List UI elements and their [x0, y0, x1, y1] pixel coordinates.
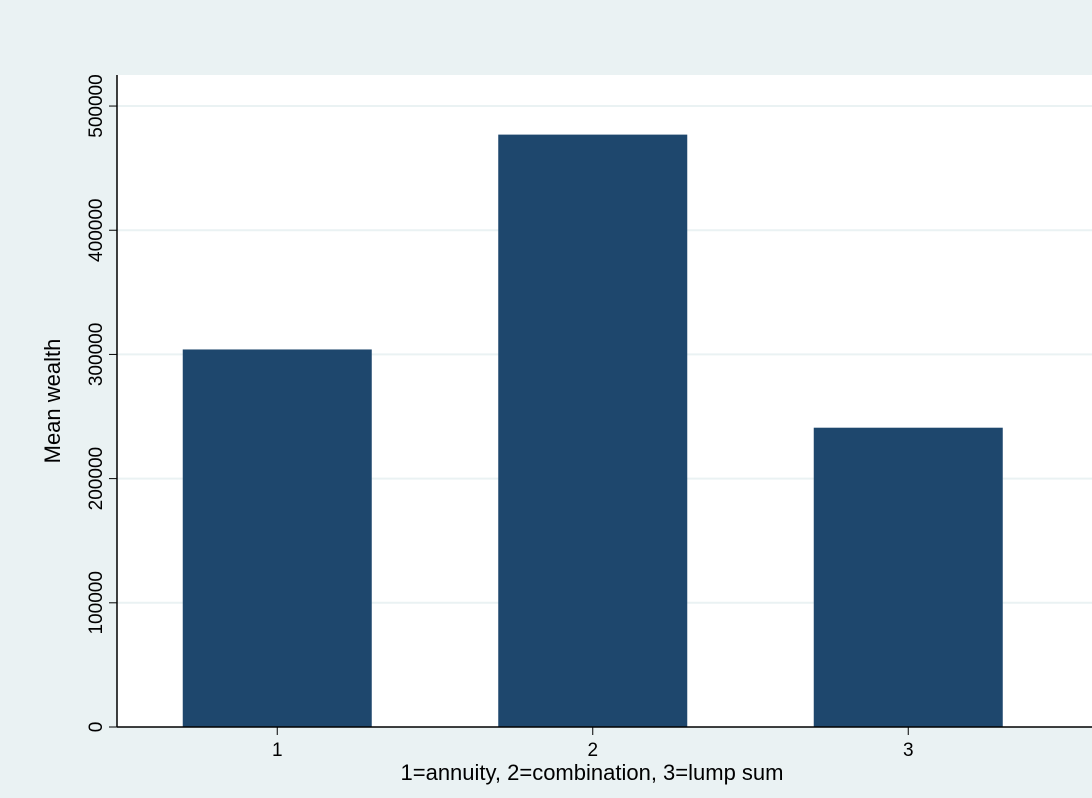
y-tick-label: 400000: [86, 199, 107, 262]
bar: [813, 427, 1003, 727]
y-tick-label: 0: [86, 722, 107, 733]
y-tick-label: 100000: [86, 571, 107, 634]
x-tick-label: 1: [272, 740, 283, 761]
y-tick-label: 200000: [86, 447, 107, 510]
x-axis-title: 1=annuity, 2=combination, 3=lump sum: [401, 760, 784, 785]
y-axis-title: Mean wealth: [40, 339, 65, 464]
y-tick-label: 500000: [86, 74, 107, 137]
y-tick-label: 300000: [86, 323, 107, 386]
x-tick-label: 3: [903, 740, 914, 761]
bar: [182, 349, 372, 727]
x-tick-label: 2: [587, 740, 598, 761]
bar: [498, 134, 688, 727]
